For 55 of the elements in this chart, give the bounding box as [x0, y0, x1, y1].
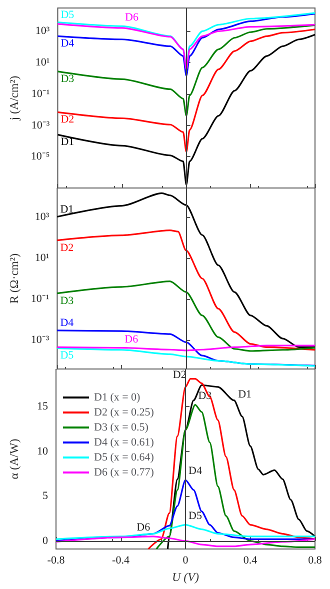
series-label: D5 [60, 8, 75, 21]
line-series [56, 230, 316, 351]
legend-label: D2 (x = 0.25) [94, 406, 154, 418]
y-tick-label: 10 [37, 445, 48, 458]
series-label: D3 [60, 294, 74, 307]
legend-label: D4 (x = 0.61) [94, 436, 154, 448]
legend-label: D3 (x = 0.5) [94, 422, 149, 434]
line-series [56, 192, 316, 348]
annotation: D1 [238, 388, 252, 400]
series-label: D1 [60, 136, 74, 148]
series-label: D3 [60, 72, 75, 85]
y-tick-label: 0 [42, 534, 48, 547]
x-tick-label: 0 [182, 554, 189, 566]
line-series [56, 24, 316, 117]
legend-label: D1 (x = 0) [94, 392, 141, 404]
series-label: D1 [60, 203, 74, 216]
line-series [56, 347, 316, 367]
y-tick-label: 10⁻³ [31, 119, 50, 132]
x-tick-label: -0.8 [47, 554, 66, 566]
series-label: D6 [124, 333, 139, 346]
annotation: D4 [188, 465, 202, 478]
annotation: D5 [188, 510, 202, 522]
y-tick-label: 10⁻¹ [30, 293, 50, 306]
y-tick-label: 10³ [34, 210, 50, 223]
y-tick-label: 15 [37, 400, 48, 413]
line-series [156, 404, 316, 550]
y-tick-label: 10⁻³ [30, 334, 50, 346]
series-label: D2 [60, 114, 74, 126]
y-tick-label: 10¹ [35, 56, 50, 69]
y-tick-label: 10⁻⁵ [30, 150, 50, 163]
y-tick-label: 5 [42, 490, 48, 502]
y-axis-title: α (A/W) [7, 438, 21, 480]
y-axis-title: j (A/cm²) [7, 76, 21, 122]
series-label: D4 [60, 316, 74, 329]
legend-label: D5 (x = 0.64) [94, 452, 154, 464]
line-series [55, 524, 316, 540]
series-label: D4 [60, 38, 75, 50]
series-label: D5 [60, 350, 74, 362]
annotation: D6 [136, 521, 151, 534]
y-tick-label: 10⁻¹ [31, 88, 50, 100]
y-tick-label: 10³ [35, 25, 50, 38]
line-series [56, 23, 316, 70]
y-axis-title: R (Ω·cm²) [7, 253, 21, 304]
legend-label: D6 (x = 0.77) [94, 466, 154, 478]
line-series [56, 28, 316, 153]
x-tick-label: 0.4 [243, 554, 258, 566]
x-tick-label: 0.8 [308, 554, 322, 566]
x-axis-title: U (V) [172, 570, 199, 584]
y-tick-label: 10¹ [34, 252, 50, 264]
x-tick-label: -0.4 [112, 554, 130, 566]
line-series [56, 34, 316, 186]
line-series [55, 536, 316, 548]
series-label: D2 [60, 242, 74, 254]
series-label: D6 [125, 12, 139, 24]
line-series [56, 280, 316, 352]
